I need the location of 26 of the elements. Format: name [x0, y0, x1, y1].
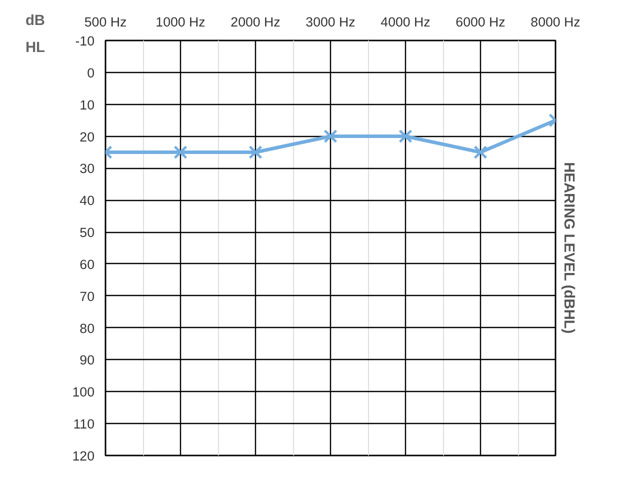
y-tick-label: 100: [72, 384, 95, 400]
y-tick-label: 30: [80, 161, 95, 176]
x-tick-label: 8000 Hz: [530, 14, 580, 30]
y-tick-label: 90: [80, 352, 95, 368]
point: [324, 129, 338, 144]
x-tick-label: 6000 Hz: [456, 14, 506, 30]
y-tick-label: 40: [80, 193, 95, 208]
y-tick-label: 110: [73, 416, 94, 432]
x-tick-label: 4000 Hz: [380, 14, 430, 30]
x-tick-label: 2000 Hz: [230, 14, 280, 30]
point: [248, 145, 262, 160]
text: dB HL: [25, 12, 45, 58]
y-tick-label: 60: [80, 256, 95, 272]
y-tick-label: 70: [80, 288, 95, 304]
x-tick-label: 3000 Hz: [306, 14, 356, 30]
x-tick-label: 500 Hz: [84, 14, 127, 30]
y-tick-label: 80: [80, 320, 95, 336]
y-tick-label: 10: [80, 97, 95, 112]
x-tick-label: 1000 Hz: [156, 14, 206, 30]
point: [398, 129, 412, 144]
y-tick-label: 120: [72, 448, 95, 464]
y-tick-label: -10: [75, 34, 94, 48]
y-tick-label: 20: [80, 129, 95, 144]
y-axis-title: HEARING LEVEL (dBHL): [560, 162, 576, 334]
y-tick-label: 50: [80, 225, 95, 240]
y-tick-label: 0: [87, 65, 95, 80]
